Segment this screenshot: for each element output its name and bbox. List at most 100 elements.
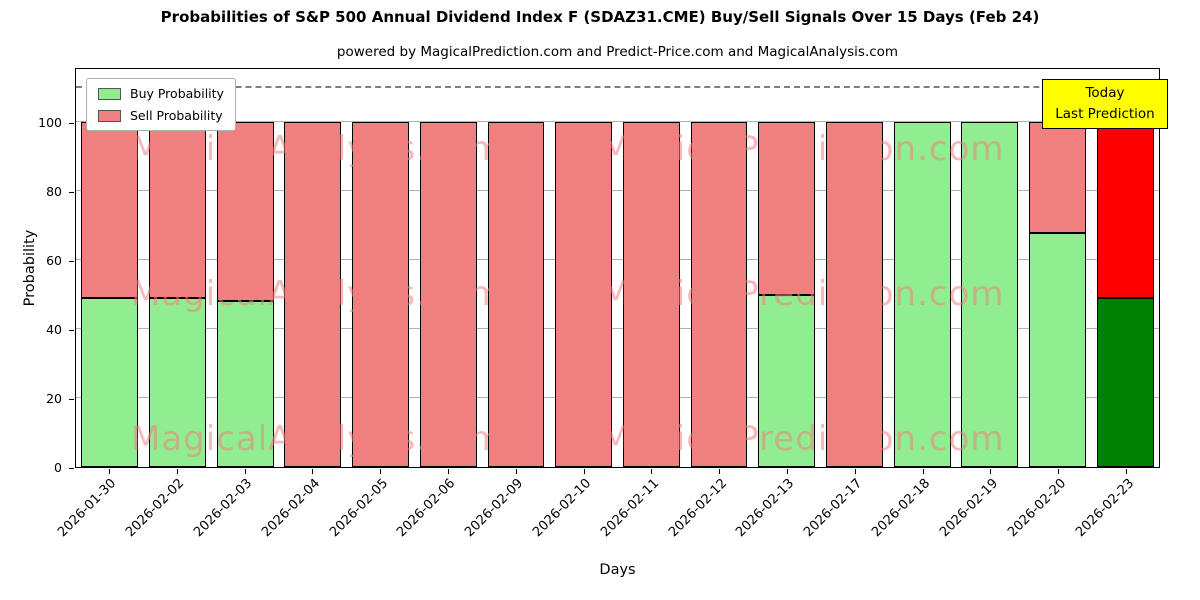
x-tick-mark [787, 469, 789, 474]
x-tick-label-2026-02-12: 2026-02-12 [665, 476, 730, 541]
gridline-40 [76, 328, 1159, 330]
bar-slot-2026-02-20 [1024, 69, 1092, 467]
bar-2026-02-03 [216, 122, 274, 467]
x-tick-label-2026-01-30: 2026-01-30 [55, 476, 120, 541]
buy-segment [1096, 298, 1154, 467]
sell-segment [81, 122, 139, 299]
x-tick-mark [244, 469, 246, 474]
y-tick-mark [69, 330, 74, 332]
bar-slot-2026-01-30 [76, 69, 144, 467]
bar-2026-02-12 [690, 122, 748, 467]
sell-segment [622, 122, 680, 467]
x-tick-label-2026-02-10: 2026-02-10 [530, 476, 595, 541]
x-tick-label-2026-02-20: 2026-02-20 [1004, 476, 1069, 541]
buy-segment [961, 122, 1019, 467]
sell-segment [352, 122, 410, 467]
x-tick-label-2026-02-19: 2026-02-19 [937, 476, 1002, 541]
watermark-text: MagicalPrediction.com [601, 129, 1005, 169]
watermark-text: MagicalAnalysis.com [131, 274, 504, 314]
x-tick-mark [651, 469, 653, 474]
sell-segment [690, 122, 748, 467]
y-tick-label-80: 80 [46, 184, 62, 200]
y-tick-label-20: 20 [46, 391, 62, 407]
bar-2026-01-30 [81, 122, 139, 467]
annotation-line-1: Today [1085, 85, 1125, 101]
x-axis-ticks: 2026-01-30 2026-02-02 2026-02-03 2026-02-04… [55, 469, 1160, 557]
bar-2026-02-11 [622, 122, 680, 467]
x-tick-mark [922, 469, 924, 474]
gridline-80 [76, 190, 1159, 192]
gridline-60 [76, 259, 1159, 261]
gridline-20 [76, 397, 1159, 399]
bar-2026-02-06 [419, 122, 477, 467]
x-tick-label-2026-02-03: 2026-02-03 [191, 476, 256, 541]
x-tick-mark [176, 469, 178, 474]
bar-2026-02-19 [961, 122, 1019, 467]
y-tick-label-60: 60 [46, 253, 62, 269]
buy-color-swatch [98, 87, 121, 100]
bar-slot-2026-02-06 [414, 69, 482, 467]
bar-2026-02-05 [352, 122, 410, 467]
buy-segment [1029, 232, 1086, 467]
x-tick-mark [380, 469, 382, 474]
annotation-line-2: Last Prediction [1055, 105, 1155, 122]
bar-slot-2026-02-02 [144, 69, 212, 467]
y-axis-ticks: 0 20 40 60 80 100 [0, 68, 75, 475]
bar-2026-02-09 [487, 122, 545, 467]
bar-2026-02-04 [284, 122, 342, 467]
bar-slot-2026-02-19 [956, 69, 1024, 467]
x-tick-label-2026-02-23: 2026-02-23 [1072, 476, 1137, 541]
sell-segment [825, 122, 883, 467]
x-tick-label-2026-02-02: 2026-02-02 [123, 476, 188, 541]
x-tick-label-2026-02-13: 2026-02-13 [733, 476, 798, 541]
buy-segment [893, 122, 951, 467]
x-tick-label-2026-02-17: 2026-02-17 [801, 476, 866, 541]
y-tick-mark [69, 399, 74, 401]
bar-slot-2026-02-13 [753, 69, 821, 467]
gridline-100 [76, 121, 1159, 123]
watermark-text: MagicalPrediction.com [601, 274, 1005, 314]
legend-label-sell: Sell Probability [130, 108, 223, 123]
buy-segment [149, 298, 206, 467]
x-tick-mark [990, 469, 992, 474]
legend: Buy Probability Sell Probability [86, 78, 236, 131]
bar-slot-2026-02-09 [482, 69, 550, 467]
bar-slot-2026-02-03 [211, 69, 279, 467]
y-tick-mark [69, 123, 74, 125]
bar-slot-2026-02-17 [821, 69, 889, 467]
x-tick-label-2026-02-06: 2026-02-06 [394, 476, 459, 541]
sell-segment [758, 122, 816, 295]
y-tick-label-0: 0 [54, 460, 62, 475]
bar-slot-2026-02-11 [618, 69, 686, 467]
x-tick-mark [1126, 469, 1128, 474]
legend-label-buy: Buy Probability [130, 86, 224, 101]
x-tick-label-2026-02-05: 2026-02-05 [326, 476, 391, 541]
buy-segment [758, 294, 816, 467]
y-tick-mark [69, 192, 74, 194]
sell-segment [1029, 122, 1086, 233]
watermark-text: MagicalPrediction.com [601, 419, 1005, 459]
bar-2026-02-13 [758, 122, 816, 467]
chart-subtitle: powered by MagicalPrediction.com and Pre… [336, 44, 899, 60]
sell-segment [284, 122, 342, 467]
bar-2026-02-18 [893, 122, 951, 467]
x-tick-mark [312, 469, 314, 474]
chart-title: Probabilities of S&P 500 Annual Dividend… [160, 8, 1040, 26]
plot-area: MagicalAnalysis.com MagicalPrediction.com… [75, 68, 1160, 468]
bar-slot-2026-02-05 [347, 69, 415, 467]
x-tick-mark [108, 469, 110, 474]
buy-segment [216, 301, 274, 467]
bar-slot-2026-02-18 [888, 69, 956, 467]
x-tick-mark [447, 469, 449, 474]
sell-color-swatch [98, 109, 121, 122]
x-tick-label-2026-02-18: 2026-02-18 [869, 476, 934, 541]
x-tick-mark [1058, 469, 1060, 474]
bar-2026-02-10 [555, 122, 613, 467]
bar-slot-2026-02-12 [685, 69, 753, 467]
x-tick-mark [583, 469, 585, 474]
bar-2026-02-20 [1029, 122, 1086, 467]
watermark-text: MagicalAnalysis.com [131, 129, 504, 169]
legend-item-sell: Sell Probability [98, 108, 224, 123]
bars-layer [76, 69, 1159, 467]
x-tick-mark [515, 469, 517, 474]
